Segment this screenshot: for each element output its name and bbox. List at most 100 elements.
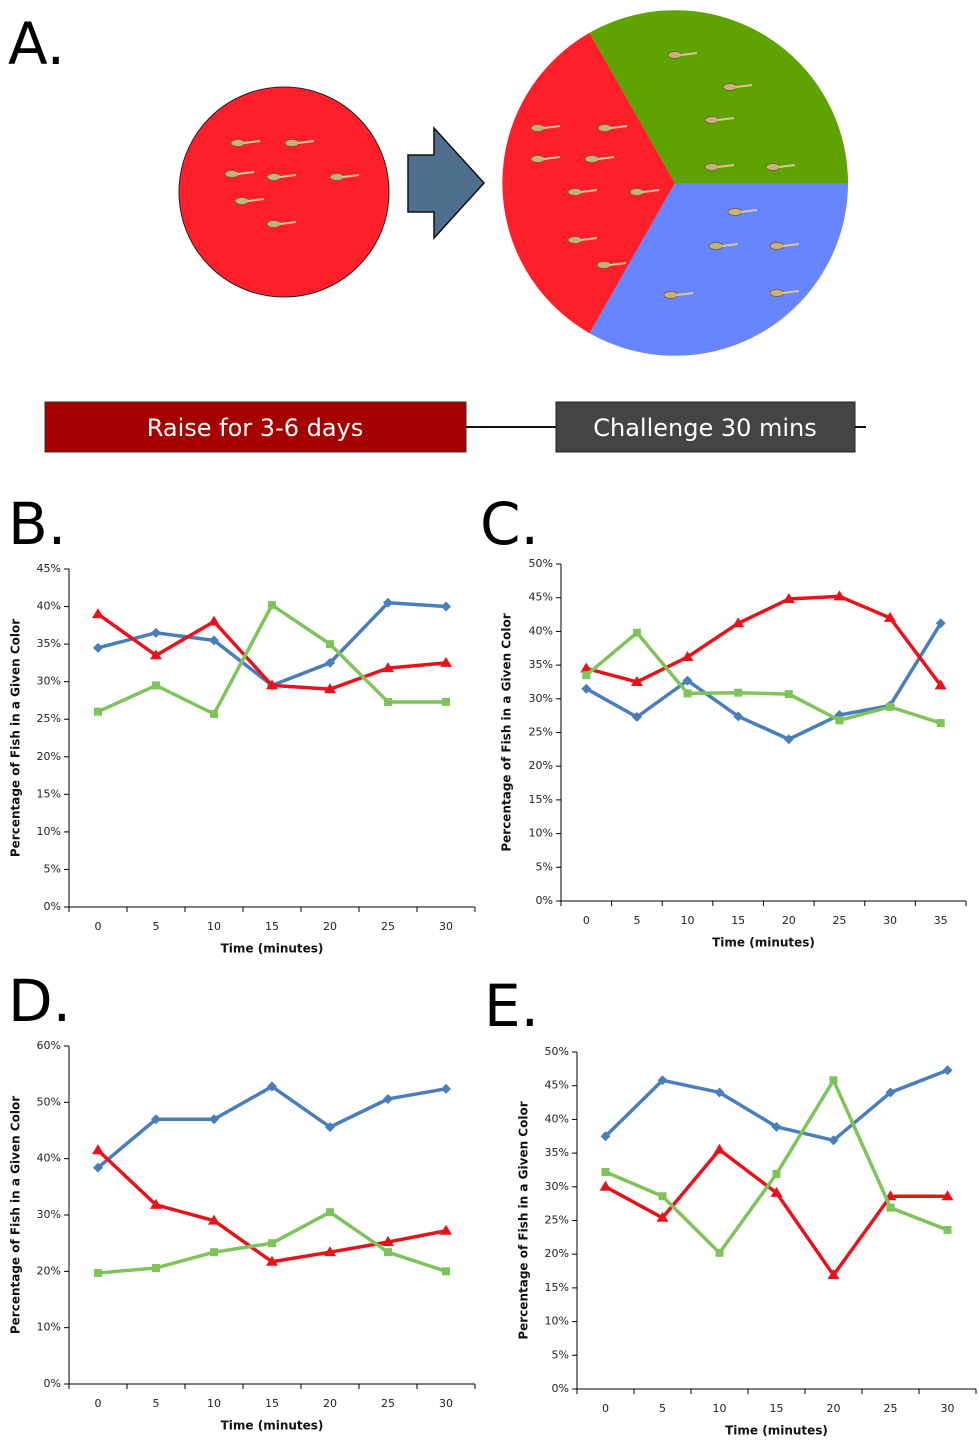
data-point <box>326 1208 334 1217</box>
data-point <box>383 597 393 608</box>
fish-tail <box>279 221 297 225</box>
data-point <box>714 1087 725 1098</box>
data-point <box>152 681 160 690</box>
fish <box>530 155 546 163</box>
data-point <box>733 711 744 722</box>
data-point <box>208 1214 220 1225</box>
x-tick-label: 25 <box>381 1397 395 1410</box>
y-tick-label: 35% <box>529 658 553 671</box>
fish-tail <box>342 174 360 178</box>
data-point <box>715 1248 724 1257</box>
fish-tail <box>609 262 627 266</box>
y-tick-label: 30% <box>37 1208 61 1221</box>
panel-label: C. <box>480 490 539 558</box>
step-label: Raise for 3-6 days <box>147 414 364 442</box>
data-point <box>630 675 643 686</box>
data-point <box>934 679 947 690</box>
fish-tail <box>680 52 698 56</box>
data-point <box>266 1255 278 1266</box>
data-point <box>383 1093 393 1104</box>
fish <box>266 220 282 228</box>
y-tick-label: 30% <box>37 675 61 688</box>
data-point <box>681 651 694 662</box>
data-point <box>631 711 642 722</box>
data-point <box>601 1167 610 1176</box>
data-point <box>94 707 102 716</box>
data-point <box>440 656 452 667</box>
x-tick-label: 15 <box>265 920 279 933</box>
fish <box>704 163 720 171</box>
data-point <box>835 716 844 725</box>
y-tick-label: 25% <box>545 1214 569 1227</box>
fish-tail <box>580 189 598 193</box>
data-point <box>92 1144 104 1155</box>
data-point <box>886 1203 895 1212</box>
data-point <box>210 709 218 718</box>
y-tick-label: 30% <box>545 1180 569 1193</box>
x-tick-label: 15 <box>265 1397 279 1410</box>
x-tick-label: 30 <box>439 920 453 933</box>
y-tick-label: 10% <box>37 1321 61 1334</box>
data-point <box>384 697 392 706</box>
data-point <box>151 1114 161 1125</box>
y-tick-label: 20% <box>37 750 61 763</box>
data-point <box>441 1083 451 1094</box>
fish-tail <box>782 243 800 247</box>
y-axis-title: Percentage of Fish in a Given Color <box>500 613 514 851</box>
data-point <box>325 1122 335 1133</box>
fish-tail <box>597 156 615 160</box>
data-point <box>93 1162 103 1173</box>
y-tick-label: 50% <box>545 1045 569 1058</box>
data-point <box>382 662 394 673</box>
data-point <box>326 640 334 649</box>
panel-label: A. <box>8 10 65 78</box>
x-tick-label: 0 <box>95 1397 102 1410</box>
x-tick-label: 0 <box>95 920 102 933</box>
fish <box>663 291 679 299</box>
fish <box>266 173 282 181</box>
fish-tail <box>721 243 739 247</box>
y-tick-label: 15% <box>529 793 553 806</box>
fish-tail <box>717 117 735 121</box>
fish <box>597 124 613 132</box>
fish <box>704 116 720 124</box>
step-box <box>555 401 856 453</box>
x-tick-label: 0 <box>583 914 590 927</box>
fish <box>230 139 246 147</box>
data-point <box>682 675 693 686</box>
fish <box>284 139 300 147</box>
fish <box>769 289 785 297</box>
fish <box>567 188 583 196</box>
y-tick-label: 0% <box>552 1382 569 1395</box>
y-tick-label: 0% <box>536 894 553 907</box>
data-point <box>440 1224 452 1235</box>
y-tick-label: 45% <box>529 591 553 604</box>
data-point <box>884 611 897 622</box>
rearing-dish <box>178 86 390 298</box>
data-point <box>384 1248 392 1257</box>
y-tick-label: 40% <box>529 624 553 637</box>
fish-tail <box>610 125 628 129</box>
fish-tail <box>740 209 758 213</box>
x-tick-label: 15 <box>770 1402 784 1415</box>
data-point <box>210 1248 218 1257</box>
series-line <box>585 594 943 687</box>
data-point <box>734 688 743 697</box>
data-point <box>324 683 336 694</box>
data-point <box>442 697 450 706</box>
y-tick-label: 60% <box>37 1039 61 1052</box>
data-point <box>942 1065 953 1076</box>
panel-label: D. <box>8 967 71 1035</box>
y-tick-label: 45% <box>37 562 61 575</box>
y-tick-label: 50% <box>37 1095 61 1108</box>
x-tick-label: 20 <box>782 914 796 927</box>
fish-tail <box>778 164 796 168</box>
data-point <box>784 690 793 699</box>
data-point <box>152 1263 160 1272</box>
data-point <box>683 689 692 698</box>
x-tick-label: 5 <box>153 1397 160 1410</box>
data-point <box>936 719 945 728</box>
series-line <box>604 1078 949 1255</box>
series-line <box>604 1147 948 1277</box>
